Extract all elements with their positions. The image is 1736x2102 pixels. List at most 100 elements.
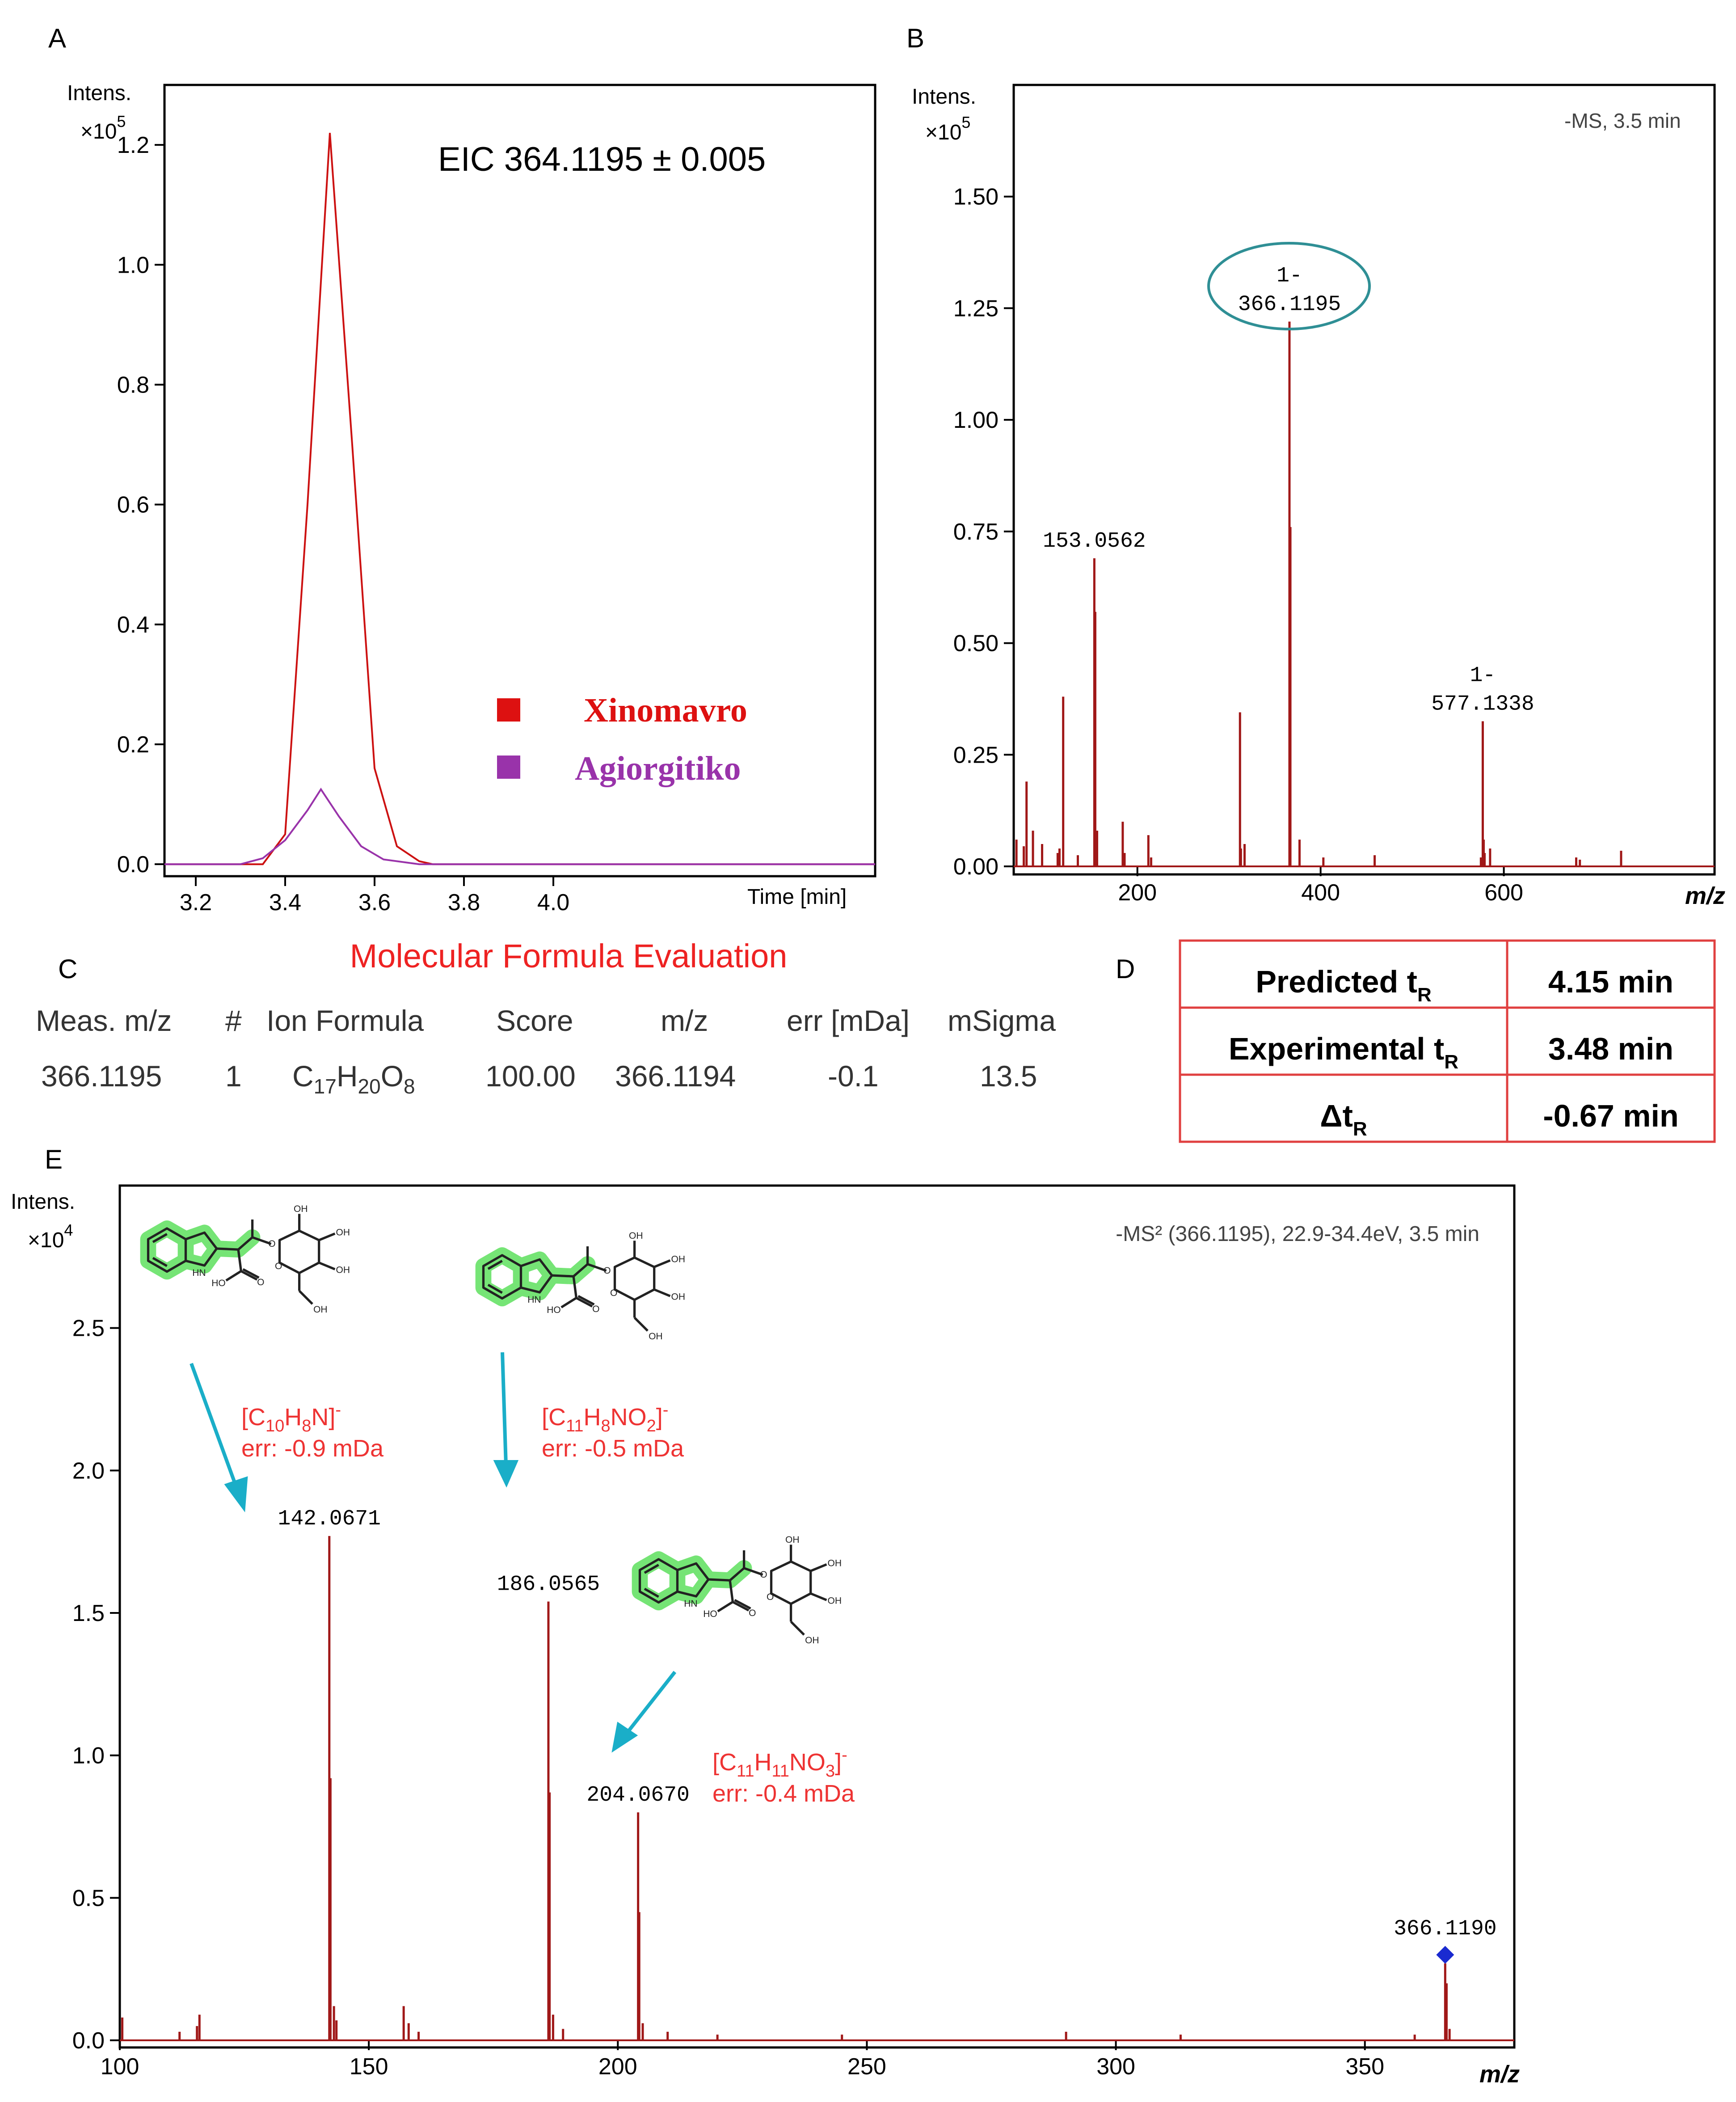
panel-b-yscale: ×105 (925, 113, 970, 144)
col-header-num: # (225, 1004, 242, 1037)
panel-a-series (164, 133, 875, 865)
panel-b-ytick-label: 0.00 (953, 854, 999, 880)
fragment-2-formula: [C11H8NO2]- (542, 1401, 668, 1435)
legend-label-agiorgitiko: Agiorgitiko (575, 750, 741, 787)
panel-e-xtick-label: 350 (1345, 2054, 1384, 2080)
panel-label-b: B (906, 23, 924, 53)
panel-e-ytick-label: 1.0 (72, 1743, 105, 1769)
panel-e-xtick-label: 150 (350, 2054, 388, 2080)
panel-b-ytick-label: 0.75 (953, 519, 999, 545)
cell-mz: 366.1194 (615, 1059, 736, 1093)
panel-e-xtick-label: 100 (101, 2054, 139, 2080)
cell-err: -0.1 (828, 1059, 879, 1093)
panel-a-legend: Xinomavro Agiorgitiko (497, 692, 747, 787)
panel-b-peaks (1014, 321, 1715, 867)
panel-b-ylabel: Intens. (912, 85, 976, 109)
arrow-1 (190, 1363, 239, 1490)
panel-a-chart: Intens. ×105 EIC 364.1195 ± 0.005 3.2 3.4… (67, 81, 876, 916)
panel-e-ytick-label: 2.0 (72, 1458, 105, 1484)
col-header-err: err [mDa] (787, 1004, 910, 1037)
panel-b-frame (1012, 84, 1716, 876)
panel-a-xtick-label: 4.0 (537, 890, 569, 916)
panel-b-ytick-label: 1.00 (953, 407, 999, 433)
rt-table-frame (1179, 939, 1716, 1143)
legend-label-xinomavro: Xinomavro (584, 692, 747, 729)
series-line-xinomavro (164, 133, 875, 865)
panel-e-xtick-label: 250 (847, 2054, 886, 2080)
arrow-2 (501, 1352, 508, 1466)
panel-a-ytick-label: 0.0 (117, 852, 149, 878)
fragment-3-formula: [C11H11NO3]- (712, 1746, 847, 1781)
panel-e-ylabel: Intens. (11, 1190, 75, 1214)
legend-swatch-xinomavro (497, 698, 520, 722)
cell-ion-formula: C17H20O8 (292, 1059, 415, 1098)
panel-e-peak-label: 186.0565 (497, 1573, 600, 1597)
panel-b-chart: Intens. ×105 -MS, 3.5 min 200 400 600 0.00 0… (912, 84, 1725, 909)
panel-e-ytick-label: 0.5 (72, 1885, 105, 1911)
panel-a-ytick-label: 0.6 (117, 492, 149, 518)
panel-a-ytick-label: 1.2 (117, 132, 149, 158)
panel-b-ytick-label: 1.25 (953, 295, 999, 321)
panel-a-ytick-label: 1.0 (117, 252, 149, 278)
cell-meas-mz: 366.1195 (41, 1059, 162, 1093)
structure-fragment-2 (484, 1231, 686, 1342)
panel-b-peak-label-charge: 1- (1470, 663, 1496, 688)
cell-num: 1 (225, 1059, 242, 1093)
panel-b-xlabel: m/z (1685, 882, 1725, 909)
panel-e-yscale: ×104 (28, 1221, 73, 1252)
fragment-3-error: err: -0.4 mDa (712, 1780, 855, 1807)
panel-label-d: D (1116, 954, 1135, 984)
panel-a-yscale: ×105 (80, 112, 126, 144)
panel-d-rt-table: Predicted tR 4.15 min Experimental tR 3.… (1179, 939, 1716, 1143)
panel-e-peak-label: 366.1190 (1394, 1917, 1496, 1941)
panel-e-peak-label: 204.0670 (586, 1783, 689, 1807)
panel-b-axes: 200 400 600 0.00 0.25 0.50 0.75 1.00 1.25 1.50 (953, 184, 1523, 906)
panel-a-xtick-label: 3.6 (358, 890, 391, 916)
panel-label-e: E (45, 1144, 63, 1174)
col-header-msigma: mSigma (948, 1004, 1056, 1037)
fragment-1-formula: [C10H8N]- (241, 1401, 341, 1435)
panel-e-peak-label: 142.0671 (278, 1507, 381, 1531)
panel-b-peak-label: 577.1338 (1431, 692, 1534, 716)
panel-e-annotation: -MS² (366.1195), 22.9-34.4eV, 3.5 min (1116, 1222, 1479, 1246)
panel-b-ytick-label: 0.50 (953, 631, 999, 657)
rt-row-experimental-label: Experimental tR (1229, 1031, 1458, 1073)
panel-b-ytick-label: 0.25 (953, 742, 999, 768)
arrow-3 (624, 1671, 677, 1736)
panel-a-xtick-label: 3.4 (269, 890, 301, 916)
arrow-1-head (224, 1476, 248, 1512)
panel-a-annotation: EIC 364.1195 ± 0.005 (438, 140, 766, 178)
panel-b-ytick-label: 1.50 (953, 184, 999, 210)
panel-a-ytick-label: 0.8 (117, 372, 149, 398)
panel-e-xtick-label: 300 (1096, 2054, 1135, 2080)
panel-c-formula-table: Molecular Formula Evaluation Meas. m/z #… (36, 937, 1056, 1098)
panel-b-peak-label-charge: 1- (1277, 264, 1302, 288)
panel-b-xtick-label: 600 (1484, 880, 1523, 906)
cell-msigma: 13.5 (980, 1059, 1037, 1093)
fragment-arrows (190, 1352, 677, 1753)
panel-e-axes: 100 150 200 250 300 350 0.0 0.5 1.0 1.5 2.0 2.5 (72, 1316, 1384, 2080)
panel-a-xtick-label: 3.8 (448, 890, 480, 916)
panel-e-peaks (120, 1536, 1514, 2041)
structure-fragment-1 (148, 1204, 350, 1315)
panel-e-chart: Intens. ×104 -MS² (366.1195), 22.9-34.4e… (11, 1184, 1520, 2088)
panel-a-ytick-label: 0.2 (117, 732, 149, 758)
panel-a-xtick-label: 3.2 (180, 890, 212, 916)
panel-a-frame (163, 84, 876, 878)
panel-b-highlight-circle (1207, 242, 1371, 330)
col-header-mz: m/z (661, 1004, 708, 1037)
panel-e-xtick-label: 200 (598, 2054, 637, 2080)
panel-b-peak-label: 153.0562 (1043, 529, 1146, 553)
legend-swatch-agiorgitiko (497, 756, 520, 779)
structure-fragment-3 (640, 1535, 842, 1646)
panel-label-a: A (48, 23, 66, 53)
panel-label-c: C (58, 954, 77, 984)
col-header-score: Score (496, 1004, 573, 1037)
panel-b-peak-label: 366.1195 (1238, 292, 1341, 317)
arrow-2-head (493, 1460, 519, 1488)
rt-row-predicted-value: 4.15 min (1548, 964, 1673, 999)
precursor-diamond-marker (1436, 1946, 1454, 1964)
panel-a-axes: 3.2 3.4 3.6 3.8 4.0 0.0 0.2 0.4 0.6 0.8 1.0 1.2 (117, 132, 569, 916)
panel-e-peak-labels: 142.0671 186.0565 204.0670 366.1190 (278, 1507, 1497, 1964)
